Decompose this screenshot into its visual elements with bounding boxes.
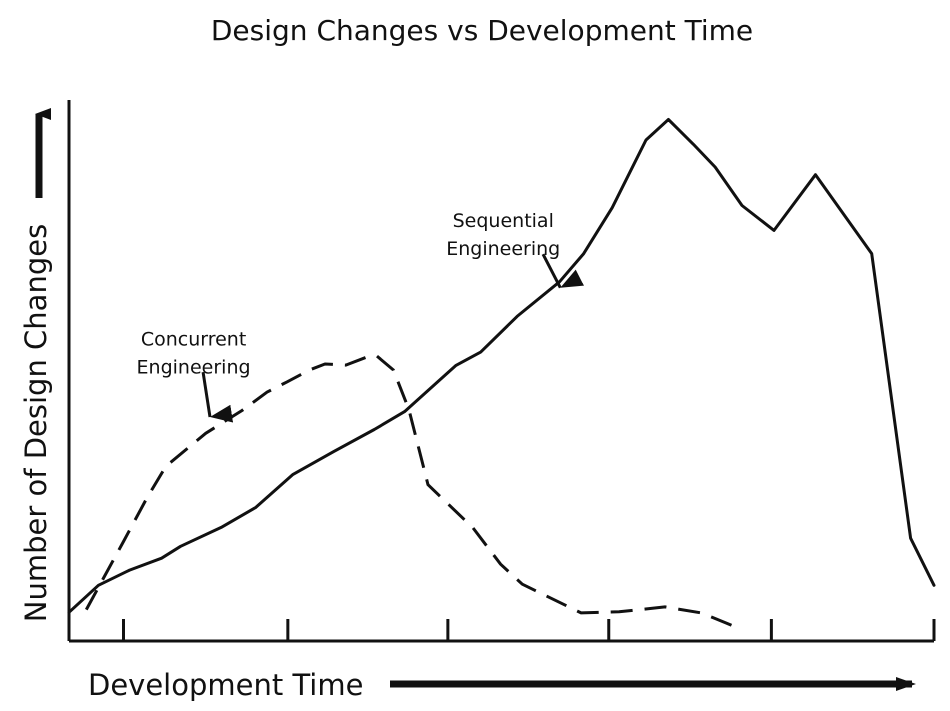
- concurrent-label-line-1: Concurrent: [141, 329, 246, 351]
- concurrent-label-line-2: Engineering: [137, 357, 251, 379]
- concurrent-engineering-label: Concurrent Engineering: [137, 329, 251, 379]
- tick-layer: [121, 619, 936, 641]
- concurrent-engineering-line: [84, 353, 741, 631]
- sequential-engineering-label: Sequential Engineering: [446, 210, 560, 260]
- concurrent-engineering-pointer-arrow: [201, 371, 234, 423]
- series-layer: [67, 118, 936, 631]
- x-axis-title: Development Time: [88, 668, 363, 702]
- sequential-engineering-line: [67, 118, 936, 614]
- annotation-layer: Sequential Engineering Concurrent Engineeri…: [137, 210, 584, 423]
- sequential-label-line-2: Engineering: [446, 238, 560, 260]
- sequential-label-line-1: Sequential: [453, 210, 554, 232]
- y-axis-title: Number of Design Changes: [19, 224, 53, 622]
- plot-area: Sequential Engineering Concurrent Engineeri…: [67, 100, 936, 643]
- sequential-engineering-pointer-arrow: [541, 253, 584, 289]
- chart-title: Design Changes vs Development Time: [211, 14, 753, 47]
